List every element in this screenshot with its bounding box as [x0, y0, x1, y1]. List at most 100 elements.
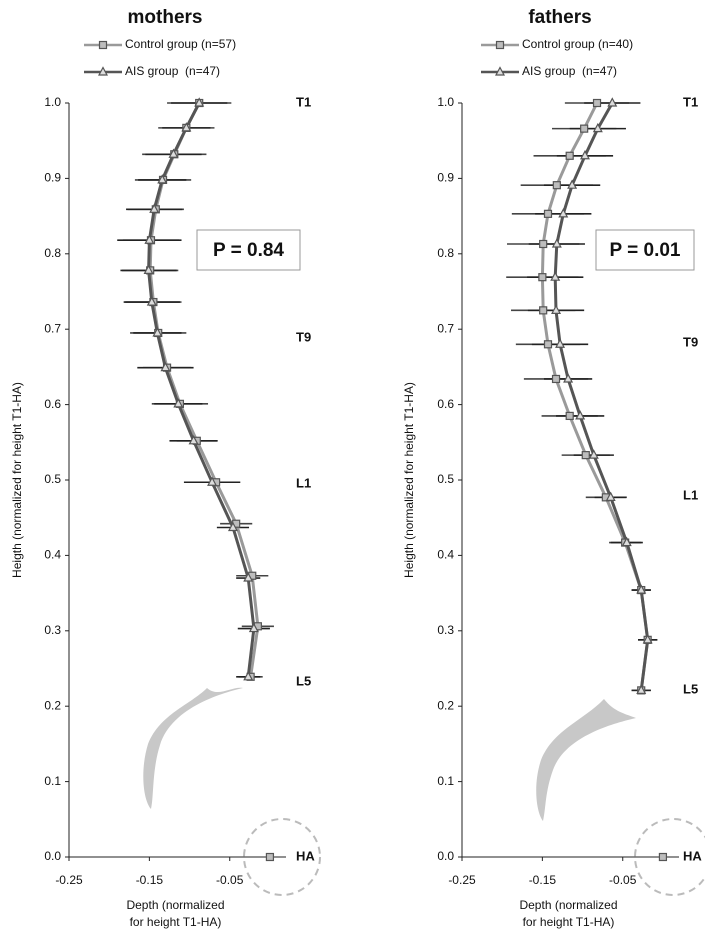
chart-title: fathers [528, 7, 591, 28]
y-axis-label: Heigth (normalized for height T1-HA) [402, 382, 416, 578]
data-point [146, 296, 157, 306]
data-point [248, 622, 259, 633]
data-point [173, 398, 184, 408]
data-point [579, 150, 590, 160]
x-axis-label: Depth (normalized [126, 898, 224, 912]
y-tick-label: 0.7 [437, 321, 454, 335]
data-point [144, 234, 155, 244]
data-point [188, 435, 199, 445]
y-tick-label: 0.6 [437, 397, 454, 411]
series-line [553, 102, 650, 691]
data-point [621, 536, 632, 547]
y-tick-label: 0.1 [44, 774, 61, 788]
p-value-box [196, 229, 301, 271]
data-point [592, 122, 603, 133]
y-tick-label: 0.5 [437, 472, 454, 486]
y-tick-label: 0.6 [44, 397, 61, 411]
y-tick-label: 0.4 [44, 548, 61, 562]
data-point [243, 671, 254, 681]
data-point [143, 264, 154, 274]
data-point [194, 97, 205, 107]
data-point [575, 410, 586, 420]
y-tick-label: 0.8 [44, 246, 61, 260]
y-axis-label: Heigth (normalized for height T1-HA) [10, 382, 24, 578]
data-point [565, 151, 574, 160]
pelvis-shape [536, 699, 636, 821]
y-tick-label: 0.2 [437, 698, 454, 712]
p-value-box [595, 229, 695, 271]
y-tick-label: 0.8 [437, 246, 454, 260]
legend-marker [98, 66, 108, 76]
legend-marker [98, 40, 108, 50]
data-point [555, 338, 566, 348]
data-point [157, 174, 168, 184]
x-tick-label: -0.15 [529, 873, 557, 887]
p-value: P = 0.01 [610, 240, 681, 261]
x-axis-label: Depth (normalized [519, 898, 617, 912]
y-tick-label: 0.9 [437, 171, 454, 185]
legend-label: AIS group (n=47) [522, 64, 617, 78]
vertebra-label: T9 [296, 329, 311, 344]
data-point [563, 373, 574, 383]
x-tick-label: -0.25 [55, 873, 83, 887]
data-point [543, 209, 553, 218]
x-tick-label: -0.25 [448, 873, 476, 887]
legend-label: Control group (n=57) [125, 37, 236, 51]
data-point [607, 97, 618, 107]
data-point [543, 340, 553, 349]
data-point [636, 584, 647, 594]
legend-marker [495, 40, 505, 50]
chart-title: mothers [128, 7, 203, 28]
vertebra-label: HA [296, 848, 315, 863]
data-point [592, 98, 602, 108]
data-point [658, 852, 668, 862]
data-point [581, 451, 590, 460]
pelvis-shape [143, 687, 243, 809]
data-point [539, 239, 548, 249]
y-tick-label: 0.3 [44, 623, 61, 637]
y-tick-label: 0.4 [437, 548, 454, 562]
data-point [588, 449, 599, 459]
data-point [567, 179, 578, 189]
vertebra-label: L1 [296, 475, 311, 490]
data-point [551, 304, 562, 314]
vertebra-label: L5 [296, 673, 311, 688]
data-point [642, 634, 653, 644]
data-point [605, 491, 616, 501]
x-tick-label: -0.05 [609, 873, 637, 887]
y-tick-label: 0.7 [44, 321, 61, 335]
vertebra-label: L1 [683, 487, 698, 502]
data-point [558, 208, 569, 218]
y-tick-label: 0.2 [44, 698, 61, 712]
data-point [227, 521, 238, 532]
x-tick-label: -0.05 [216, 873, 244, 887]
y-tick-label: 0.9 [44, 171, 61, 185]
data-point [181, 122, 192, 132]
data-point [538, 273, 547, 282]
data-point [565, 411, 574, 421]
data-point [636, 684, 647, 694]
y-tick-label: 1.0 [44, 95, 61, 109]
vertebra-label: HA [683, 848, 702, 863]
data-point [580, 124, 589, 133]
vertebra-label: T1 [683, 94, 698, 109]
data-point [551, 374, 561, 384]
data-point [539, 306, 548, 315]
data-point [552, 181, 561, 190]
legend-marker [495, 66, 505, 76]
x-tick-label: -0.15 [136, 873, 164, 887]
data-point [168, 148, 179, 158]
x-axis-label: for height T1-HA) [130, 915, 222, 929]
y-tick-label: 1.0 [437, 95, 454, 109]
vertebra-label: T1 [296, 94, 311, 109]
y-tick-label: 0.0 [437, 849, 454, 863]
vertebra-label: T9 [683, 334, 698, 349]
data-point [265, 852, 275, 862]
y-tick-label: 0.5 [44, 472, 61, 486]
data-point [550, 271, 561, 281]
data-point [149, 203, 160, 213]
p-value: P = 0.84 [213, 240, 284, 261]
data-point [551, 238, 562, 248]
vertebra-label: L5 [683, 681, 698, 696]
